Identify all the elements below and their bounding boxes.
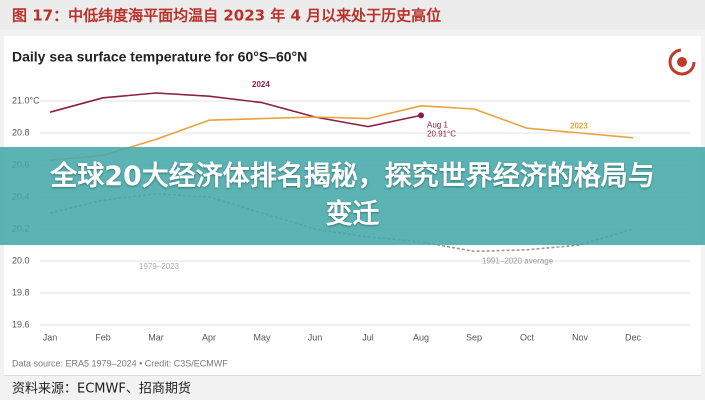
x-tick-label: May [253,332,271,342]
y-tick-label: 20.8 [12,127,30,137]
line-series [49,105,634,161]
x-tick-label: Apr [202,332,216,342]
x-tick-label: Feb [95,332,111,342]
figure-caption: 图 17：中低纬度海平面均温自 2023 年 4 月以来处于历史高位 [12,7,441,25]
x-tick-label: Jan [43,332,58,342]
series-label: 1991–2020 average [482,257,554,266]
end-point [418,112,424,119]
series-label: 2023 [570,121,588,130]
logo [668,48,696,76]
y-tick-label: 21.0°C [12,95,40,105]
chart-source: Data source: ERA5 1979–2024 • Credit: C3… [12,358,228,368]
y-tick-label: 20.0 [12,255,30,265]
y-tick-label: 19.6 [12,319,30,329]
line-series [49,92,422,128]
banner: 全球20大经济体排名揭秘，探究世界经济的格局与变迁 [0,147,705,245]
chart-title: Daily sea surface temperature for 60°S–6… [12,49,307,65]
x-tick-label: Dec [625,332,642,342]
x-tick-label: Jun [308,332,323,342]
annotation: 1979–2023 [139,262,180,271]
x-tick-label: Mar [148,332,164,342]
source-note: 资料来源：ECMWF、招商期货 [12,381,191,397]
banner-text: 全球20大经济体排名揭秘，探究世界经济的格局与变迁 [50,161,655,230]
series-label: 2024 [252,80,270,89]
x-tick-label: Aug [413,332,429,342]
annotation: 20.91°C [427,130,456,139]
x-tick-label: Sep [466,332,482,342]
y-tick-label: 19.8 [12,287,30,297]
annotation: Aug 1 [427,121,448,130]
x-tick-label: Jul [362,332,374,342]
x-tick-label: Nov [572,332,589,342]
x-tick-label: Oct [520,332,535,342]
caption-bar [0,0,705,30]
